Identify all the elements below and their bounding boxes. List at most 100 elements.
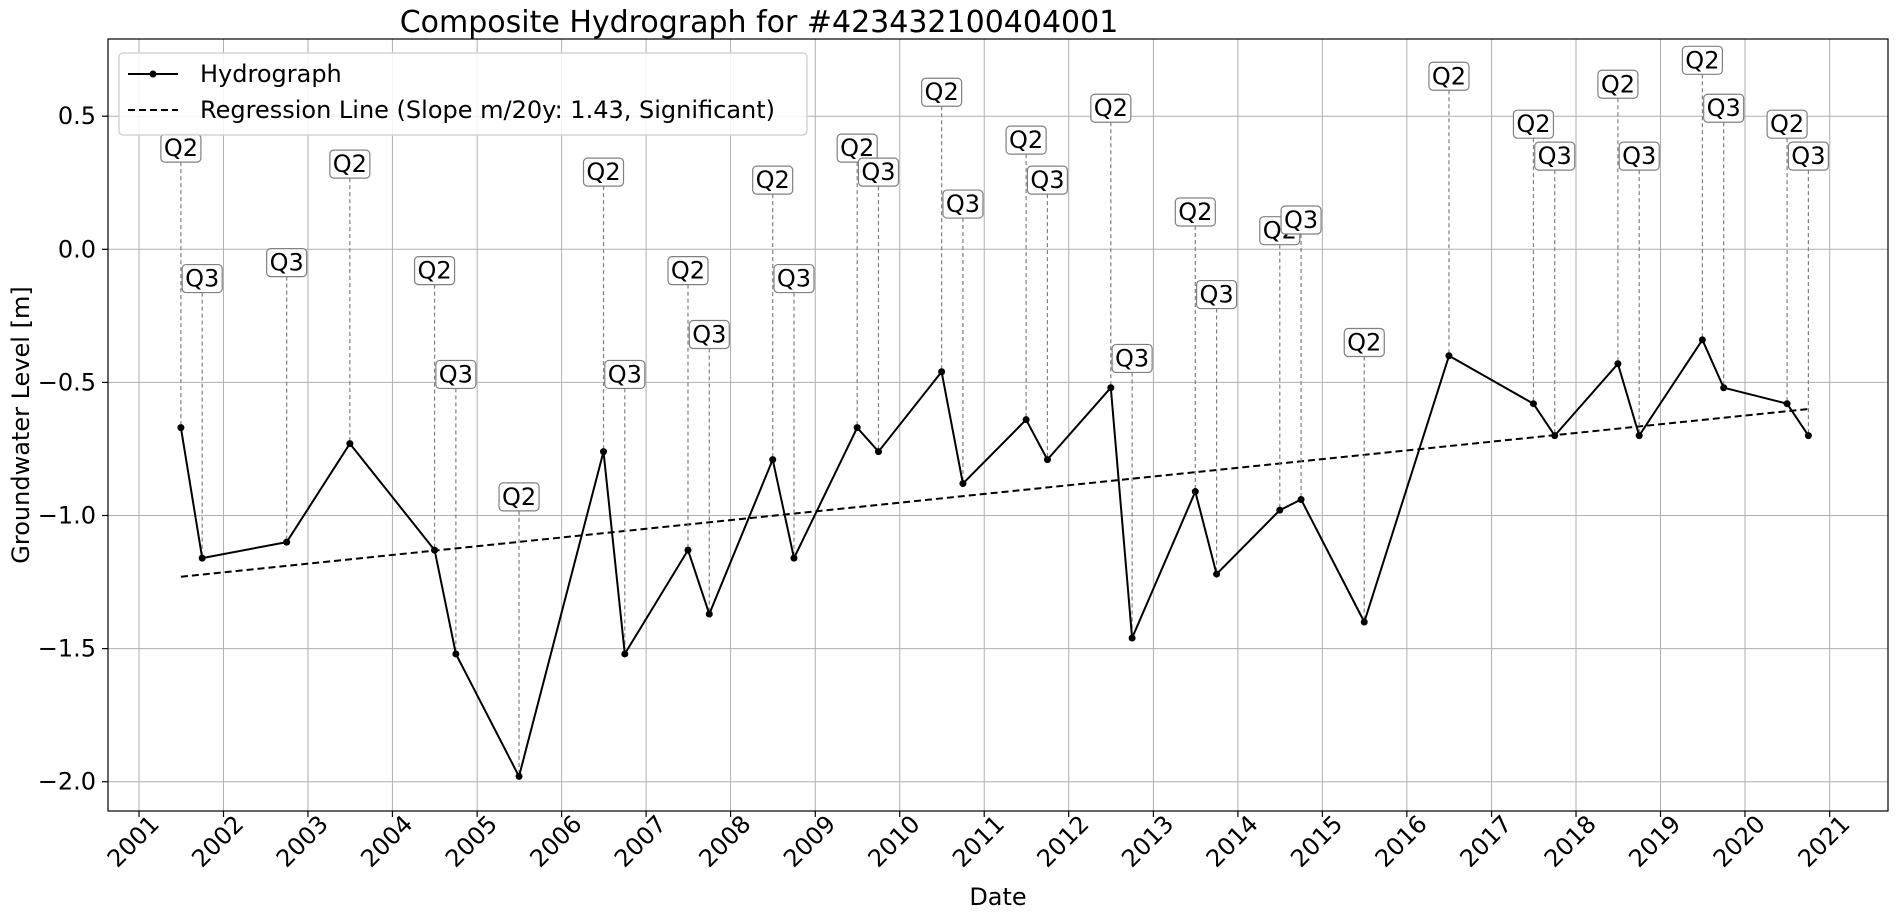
- y-tick-label: −1.5: [38, 635, 96, 663]
- quarter-annotation: Q3: [604, 359, 646, 390]
- annotation-label: Q3: [1284, 206, 1318, 234]
- quarter-annotation: Q2: [1597, 69, 1639, 99]
- annotation-box: [1174, 197, 1216, 227]
- annotation-box: [266, 248, 308, 278]
- hydrograph-point: [452, 650, 460, 658]
- annotation-box: [1343, 327, 1385, 358]
- annotation-label: Q2: [840, 134, 874, 162]
- annotation-label: Q2: [1094, 94, 1128, 122]
- annotation-box: [1195, 279, 1238, 310]
- hydrograph-point: [1445, 352, 1453, 360]
- annotation-box: [773, 263, 815, 294]
- quarter-annotation: Q2: [752, 165, 794, 195]
- annotation-box: [667, 256, 709, 286]
- y-tick-label: −0.5: [38, 368, 96, 396]
- annotation-label: Q3: [1707, 94, 1741, 122]
- hydrograph-point: [684, 546, 692, 554]
- annotation-label: Q3: [1622, 142, 1656, 170]
- annotation-label: Q2: [1347, 328, 1381, 356]
- annotation-label: Q2: [417, 257, 451, 285]
- y-tick-label: 0.5: [58, 102, 96, 130]
- hydrograph-point: [1614, 360, 1622, 368]
- annotation-box: [604, 359, 646, 390]
- quarter-annotation: Q2: [582, 157, 625, 187]
- annotation-label: Q2: [1516, 110, 1550, 138]
- hydrograph-point: [1698, 336, 1706, 344]
- y-axis-ticks: 0.5 0.0 −0.5 −1.0 −1.5 −2.0: [38, 102, 108, 796]
- quarter-annotation: Q2: [667, 256, 709, 286]
- annotation-label: Q3: [185, 265, 219, 293]
- y-tick-label: 0.0: [58, 235, 96, 263]
- quarter-annotation: Q3: [1618, 141, 1660, 171]
- annotation-label: Q3: [270, 249, 304, 277]
- hydrograph-point: [1360, 618, 1368, 626]
- quarter-annotation: Q3: [1787, 141, 1829, 171]
- quarter-annotation: Q2: [329, 149, 371, 179]
- annotation-label: Q3: [692, 320, 726, 348]
- hydrograph-point: [1213, 570, 1221, 578]
- hydrograph-point: [959, 480, 967, 488]
- quarter-annotation: Q3: [942, 189, 984, 219]
- quarter-annotation: Q2: [413, 256, 456, 286]
- quarter-annotation: Q2: [1766, 109, 1808, 139]
- annotation-box: [1703, 93, 1745, 123]
- annotation-box: [1280, 205, 1322, 235]
- annotation-box: [1026, 165, 1069, 195]
- annotation-box: [942, 189, 984, 219]
- hydrograph-point: [177, 424, 185, 432]
- annotation-label: Q2: [502, 483, 536, 511]
- regression-layer: [180, 408, 1809, 578]
- legend-regression-label: Regression Line (Slope m/20y: 1.43, Sign…: [200, 96, 775, 124]
- annotation-box: [1681, 45, 1723, 75]
- hydrograph-point: [198, 554, 206, 562]
- annotation-label: Q2: [1601, 70, 1635, 98]
- annotation-box: [921, 77, 963, 107]
- quarter-annotation: Q3: [181, 263, 223, 294]
- annotation-box: [1428, 61, 1470, 91]
- annotation-box: [1597, 69, 1639, 99]
- y-axis-title: Groundwater Level [m]: [7, 286, 35, 563]
- annotation-box: [1512, 109, 1555, 139]
- annotation-label: Q2: [756, 166, 790, 194]
- hydrograph-point: [705, 610, 713, 618]
- hydrograph-point: [1783, 400, 1791, 408]
- hydrograph-point: [1529, 400, 1537, 408]
- hydrograph-point: [790, 554, 798, 562]
- legend-box: [118, 52, 808, 136]
- hydrograph-point: [1191, 488, 1199, 496]
- hydrograph-point: [515, 772, 523, 780]
- hydrograph-point: [1043, 456, 1051, 464]
- annotation-label: Q3: [439, 360, 473, 388]
- annotation-label: Q2: [1432, 62, 1466, 90]
- hydrograph-point: [1128, 634, 1136, 642]
- annotation-label: Q3: [1030, 166, 1064, 194]
- annotation-box: [1766, 109, 1808, 139]
- annotation-box: [582, 157, 625, 187]
- hydrograph-point: [1107, 384, 1115, 392]
- quarter-annotation: Q3: [1195, 279, 1238, 310]
- quarter-annotation: Q3: [1111, 343, 1153, 374]
- quarter-annotation: Q2: [1512, 109, 1555, 139]
- annotation-label: Q3: [1538, 142, 1572, 170]
- quarter-annotation: Q2: [1428, 61, 1470, 91]
- annotation-label: Q3: [1115, 344, 1149, 372]
- quarter-annotation: Q2: [1174, 197, 1216, 227]
- annotation-label: Q3: [1791, 142, 1825, 170]
- hydrograph-point: [1022, 416, 1030, 424]
- annotation-box: [752, 165, 794, 195]
- annotation-label: Q2: [164, 134, 198, 162]
- annotation-layer: Q2 Q3 Q3 Q2 Q2 Q3 Q2 Q2 Q3 Q2 Q3 Q2 Q3 Q2 Q3 Q2 Q3 Q2 Q3 Q2…: [160, 45, 1829, 512]
- legend-hydrograph-label: Hydrograph: [200, 60, 342, 88]
- annotation-box: [435, 359, 477, 390]
- annotation-box: [1090, 93, 1132, 123]
- hydrograph-point: [1297, 496, 1305, 504]
- annotation-box: [1787, 141, 1829, 171]
- annotation-box: [1111, 343, 1153, 374]
- quarter-annotation: Q2: [836, 133, 878, 163]
- quarter-annotation: Q3: [1703, 93, 1745, 123]
- annotation-label: Q2: [586, 158, 620, 186]
- y-tick-label: −1.0: [38, 502, 96, 530]
- y-tick-label: −2.0: [38, 768, 96, 796]
